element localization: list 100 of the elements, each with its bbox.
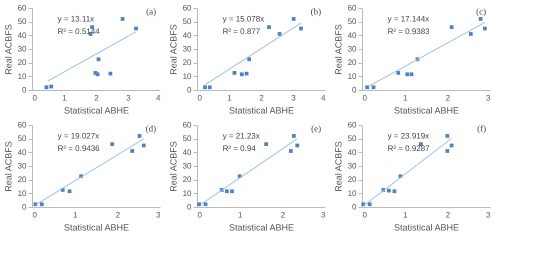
point bbox=[267, 25, 271, 30]
y-tick-label: 10 bbox=[182, 72, 192, 81]
x-axis-title: Statistical ABHE bbox=[64, 222, 130, 232]
annotation: y = 21.23x bbox=[222, 131, 260, 140]
y-tick-label: 0 bbox=[352, 86, 358, 94]
point bbox=[130, 149, 134, 153]
x-tick-label: 0 bbox=[198, 94, 202, 102]
x-tick-label: 4 bbox=[321, 94, 326, 102]
annotation: R² = 0.877 bbox=[222, 26, 261, 36]
annotation: R² = 0.5144 bbox=[58, 26, 100, 36]
x-tick-label: 0 bbox=[32, 94, 38, 102]
x-tick-label: 3 bbox=[321, 210, 326, 220]
x-tick-label: 1 bbox=[72, 210, 78, 220]
y-tick-label: 40 bbox=[18, 148, 28, 157]
annotation: y = 23.919x bbox=[388, 131, 430, 140]
annotation: y = 15.078x bbox=[222, 14, 264, 24]
y-tick-label: 0 bbox=[187, 202, 192, 212]
annotation: (e) bbox=[311, 123, 322, 134]
y-tick-label: 40 bbox=[348, 30, 358, 40]
point bbox=[142, 144, 146, 148]
annotation: (c) bbox=[476, 6, 486, 16]
y-tick-label: 30 bbox=[18, 162, 28, 170]
x-tick-label: 0 bbox=[362, 210, 368, 220]
point bbox=[468, 32, 473, 36]
x-tick-label: 1 bbox=[62, 94, 68, 102]
y-tick-label: 0 bbox=[187, 86, 192, 94]
annotation: R² = 0.9287 bbox=[388, 144, 430, 153]
annotation: y = 13.11x bbox=[58, 14, 94, 24]
point bbox=[478, 17, 482, 21]
point bbox=[44, 85, 48, 90]
y-tick-label: 50 bbox=[348, 134, 358, 144]
annotation: R² = 0.9436 bbox=[58, 144, 100, 153]
y-tick-label: 20 bbox=[182, 58, 192, 68]
point bbox=[138, 134, 142, 138]
x-tick-label: 0 bbox=[362, 94, 368, 102]
point bbox=[288, 149, 293, 153]
x-tick-label: 2 bbox=[446, 210, 451, 220]
x-axis-title: Statistical ABHE bbox=[394, 106, 460, 116]
x-axis-title: Statistical ABHE bbox=[64, 106, 130, 116]
point bbox=[292, 134, 296, 138]
y-tick-label: 30 bbox=[182, 162, 192, 170]
annotation: (b) bbox=[310, 6, 322, 16]
point bbox=[295, 144, 300, 148]
y-tick-label: 50 bbox=[182, 134, 192, 144]
x-tick-label: 2 bbox=[280, 210, 286, 220]
point bbox=[244, 72, 248, 76]
y-tick-label: 50 bbox=[18, 134, 28, 144]
point bbox=[230, 189, 234, 194]
point bbox=[396, 71, 400, 75]
point bbox=[134, 26, 138, 30]
y-tick-label: 0 bbox=[22, 202, 28, 212]
y-tick-label: 30 bbox=[18, 44, 28, 54]
annotation: (f) bbox=[477, 123, 486, 134]
y-tick-label: 60 bbox=[182, 120, 192, 130]
point bbox=[450, 144, 454, 148]
x-tick-label: 1 bbox=[227, 94, 232, 102]
y-tick-label: 40 bbox=[18, 30, 28, 40]
y-tick-label: 40 bbox=[182, 30, 192, 40]
y-tick-label: 0 bbox=[22, 86, 28, 94]
y-tick-label: 10 bbox=[182, 188, 192, 198]
x-tick-label: 1 bbox=[238, 210, 243, 220]
x-tick-label: 1 bbox=[402, 94, 408, 102]
y-tick-label: 20 bbox=[348, 58, 358, 68]
y-axis-title: Real ACBFS bbox=[334, 24, 344, 75]
y-tick-label: 10 bbox=[348, 188, 358, 198]
x-axis-title: Statistical ABHE bbox=[228, 222, 294, 232]
point bbox=[445, 149, 450, 153]
point bbox=[387, 188, 391, 192]
y-tick-label: 10 bbox=[18, 72, 28, 81]
y-tick-label: 10 bbox=[18, 188, 28, 198]
x-axis-title: Statistical ABHE bbox=[394, 222, 460, 232]
x-tick-label: 2 bbox=[446, 94, 451, 102]
point bbox=[278, 32, 282, 36]
annotation: R² = 0.94 bbox=[222, 144, 256, 153]
y-tick-label: 40 bbox=[348, 148, 358, 157]
y-axis-title: Real ACBFS bbox=[4, 141, 14, 192]
y-tick-label: 10 bbox=[348, 72, 358, 81]
y-tick-label: 30 bbox=[348, 44, 358, 54]
y-tick-label: 50 bbox=[182, 17, 192, 26]
point bbox=[204, 202, 208, 206]
y-tick-label: 30 bbox=[182, 44, 192, 54]
point bbox=[68, 189, 72, 194]
y-tick-label: 20 bbox=[18, 175, 28, 184]
x-tick-label: 3 bbox=[291, 94, 296, 102]
point bbox=[108, 72, 112, 76]
annotation: (d) bbox=[146, 123, 156, 134]
x-tick-label: 3 bbox=[486, 94, 492, 102]
point bbox=[392, 189, 396, 194]
y-axis-title: Real ACBFS bbox=[334, 141, 344, 192]
y-tick-label: 20 bbox=[182, 175, 192, 184]
point bbox=[372, 85, 376, 90]
point bbox=[292, 17, 296, 21]
y-axis-title: Real ACBFS bbox=[4, 24, 14, 75]
y-tick-label: 60 bbox=[182, 4, 192, 12]
x-tick-label: 0 bbox=[198, 210, 202, 220]
y-axis-title: Real ACBFS bbox=[168, 141, 179, 192]
y-axis-title: Real ACBFS bbox=[168, 24, 179, 75]
point bbox=[410, 72, 414, 76]
x-axis-title: Statistical ABHE bbox=[228, 106, 294, 116]
annotation: y = 19.027x bbox=[58, 131, 100, 140]
